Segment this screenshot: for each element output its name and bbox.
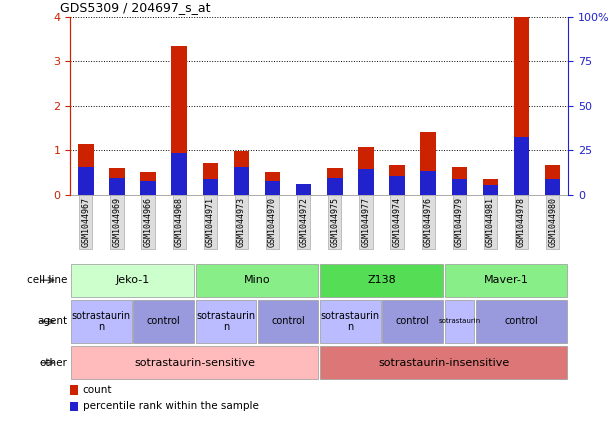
Text: sotrastaurin-insensitive: sotrastaurin-insensitive — [378, 358, 510, 368]
Bar — [133, 300, 194, 343]
Bar — [327, 168, 343, 195]
Text: sotrastaurin-sensitive: sotrastaurin-sensitive — [134, 358, 255, 368]
Bar — [196, 300, 256, 343]
Text: Maver-1: Maver-1 — [483, 275, 529, 285]
Text: sotrastaurin
n: sotrastaurin n — [72, 310, 131, 332]
Bar — [70, 385, 78, 395]
Bar — [141, 181, 156, 195]
Bar — [202, 179, 218, 195]
Bar — [514, 137, 529, 195]
Bar — [514, 17, 529, 195]
Text: GDS5309 / 204697_s_at: GDS5309 / 204697_s_at — [60, 1, 211, 14]
Bar — [71, 300, 131, 343]
Bar — [78, 167, 93, 195]
Bar — [483, 179, 498, 195]
Bar — [265, 173, 280, 195]
Text: Mino: Mino — [244, 275, 270, 285]
Bar — [476, 300, 567, 343]
Bar — [233, 167, 249, 195]
Text: count: count — [82, 385, 112, 395]
Text: sotrastaurin
n: sotrastaurin n — [321, 310, 380, 332]
Bar — [320, 346, 567, 379]
Bar — [141, 173, 156, 195]
Bar — [296, 186, 312, 195]
Bar — [545, 165, 560, 195]
Text: control: control — [396, 316, 430, 327]
Bar — [70, 402, 78, 411]
Bar — [358, 147, 374, 195]
Bar — [420, 171, 436, 195]
Bar — [382, 300, 443, 343]
Text: sotrastaurin: sotrastaurin — [438, 319, 480, 324]
Text: agent: agent — [37, 316, 67, 327]
Bar — [265, 181, 280, 195]
Bar — [452, 167, 467, 195]
Text: Jeko-1: Jeko-1 — [115, 275, 150, 285]
Text: control: control — [147, 316, 180, 327]
Bar — [483, 185, 498, 195]
Bar — [202, 162, 218, 195]
Text: other: other — [39, 358, 67, 368]
Bar — [545, 179, 560, 195]
Bar — [327, 178, 343, 195]
Bar — [452, 179, 467, 195]
Bar — [78, 143, 93, 195]
Bar — [172, 46, 187, 195]
Bar — [320, 300, 381, 343]
Bar — [445, 300, 474, 343]
Bar — [172, 153, 187, 195]
Bar — [109, 178, 125, 195]
Bar — [258, 300, 318, 343]
Bar — [389, 176, 405, 195]
Bar — [71, 264, 194, 297]
Bar — [196, 264, 318, 297]
Bar — [389, 165, 405, 195]
Text: cell line: cell line — [27, 275, 67, 285]
Bar — [109, 168, 125, 195]
Bar — [71, 346, 318, 379]
Bar — [296, 184, 312, 195]
Bar — [320, 264, 443, 297]
Text: sotrastaurin
n: sotrastaurin n — [196, 310, 255, 332]
Bar — [445, 264, 567, 297]
Bar — [420, 132, 436, 195]
Text: control: control — [505, 316, 538, 327]
Text: Z138: Z138 — [367, 275, 396, 285]
Bar — [233, 151, 249, 195]
Bar — [358, 169, 374, 195]
Text: control: control — [271, 316, 305, 327]
Text: percentile rank within the sample: percentile rank within the sample — [82, 401, 258, 412]
